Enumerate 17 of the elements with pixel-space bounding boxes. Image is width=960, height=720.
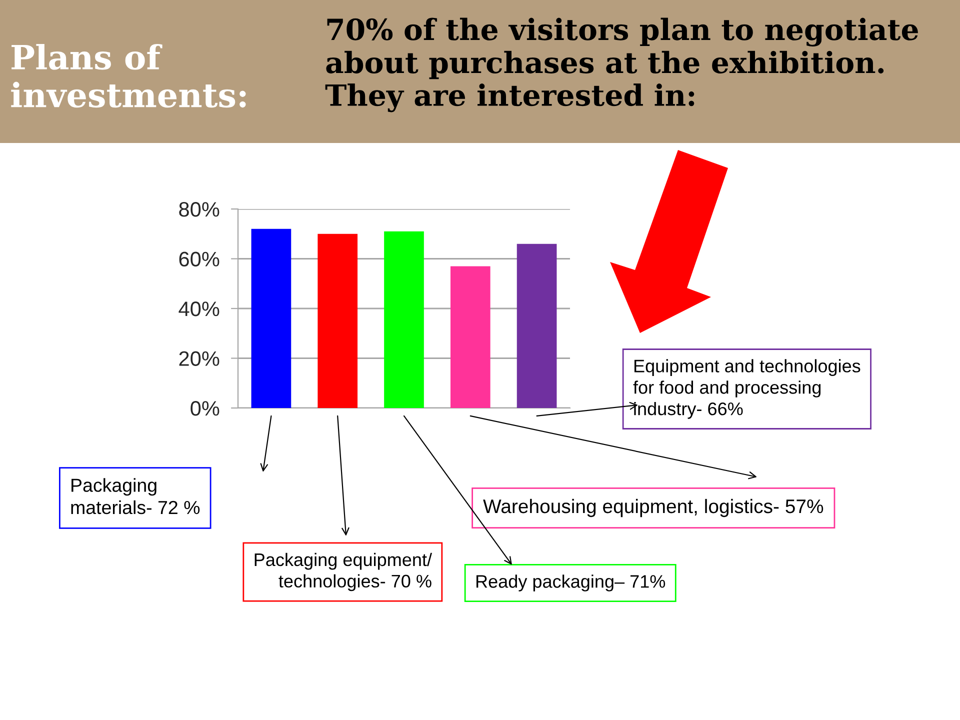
y-tick-label: 20% bbox=[179, 351, 220, 366]
bar bbox=[251, 228, 292, 408]
text: Packaging materials- 72 % bbox=[71, 478, 200, 514]
chart-subtitle: 70% of the visitors plan to negotiate about purchases at the exhibition. They are interested in: bbox=[325, 18, 918, 112]
text: Warehousing equipment, logistics- 57% bbox=[483, 498, 824, 518]
bar bbox=[318, 234, 358, 408]
text: Ready packaging– 71% bbox=[476, 574, 666, 592]
y-tick-label: 80% bbox=[179, 202, 220, 217]
text: Equipment and technologies for food and processing industry- 66% bbox=[633, 359, 860, 419]
y-tick-label: 40% bbox=[178, 302, 220, 316]
bar bbox=[516, 244, 557, 408]
bar bbox=[450, 266, 490, 408]
y-tick-label: 60% bbox=[179, 252, 220, 267]
chart-title: Plans of investments: bbox=[11, 44, 246, 108]
y-tick-label: 0% bbox=[190, 401, 220, 416]
text: Packaging equipment/ technologies- 70 % bbox=[254, 552, 432, 592]
bar bbox=[384, 231, 424, 408]
